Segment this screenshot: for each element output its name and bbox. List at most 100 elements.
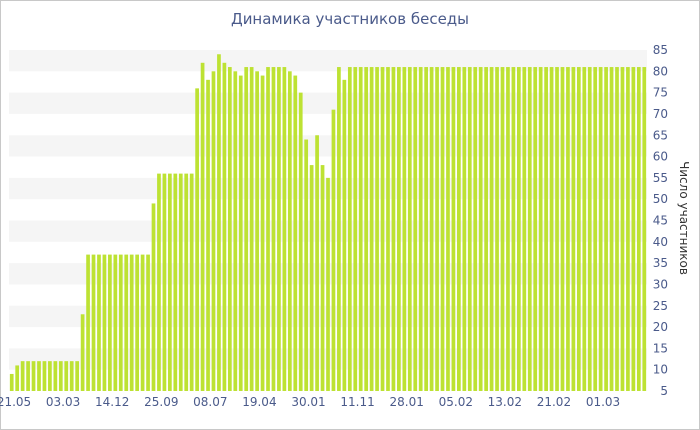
bar: [200, 62, 205, 391]
bar: [31, 361, 36, 391]
bar: [457, 67, 461, 392]
bar: [86, 254, 90, 391]
bar: [418, 67, 423, 392]
bar: [440, 67, 445, 392]
bar: [451, 67, 456, 392]
bar: [9, 373, 14, 391]
bar: [342, 79, 347, 391]
bar: [260, 75, 265, 391]
y-tick-label: 10: [653, 363, 668, 377]
bar: [331, 109, 336, 392]
x-tick-label: 21.02: [537, 395, 571, 409]
bar: [429, 67, 434, 392]
bar: [462, 67, 467, 392]
y-tick-label: 55: [653, 171, 668, 185]
y-tick-label: 40: [653, 235, 668, 249]
bar: [587, 67, 592, 392]
y-tick-label: 30: [653, 277, 668, 291]
bar: [20, 361, 25, 391]
bar: [135, 254, 139, 391]
bar: [37, 361, 41, 391]
bar: [287, 71, 292, 391]
x-tick-label: 21.05: [0, 395, 31, 409]
bar: [369, 67, 374, 392]
bar: [238, 75, 243, 391]
bar: [217, 54, 221, 391]
y-axis-label: Число участников: [677, 161, 691, 275]
bar: [598, 67, 603, 392]
bar: [560, 67, 565, 392]
bar: [446, 67, 450, 392]
bar: [626, 67, 630, 392]
bar: [500, 67, 505, 392]
bar: [97, 254, 101, 391]
bar: [538, 67, 543, 392]
bar: [266, 67, 270, 392]
bar: [391, 67, 396, 392]
bar: [15, 365, 20, 391]
bar: [407, 67, 412, 392]
bar: [146, 254, 150, 391]
bar: [527, 67, 532, 392]
bar: [326, 177, 330, 392]
bar: [522, 67, 527, 392]
x-tick-label: 30.01: [291, 395, 325, 409]
x-tick-label: 11.11: [340, 395, 374, 409]
y-tick-label: 15: [653, 341, 668, 355]
bar: [211, 71, 216, 391]
bar: [173, 173, 178, 391]
bar: [118, 254, 123, 391]
bar: [576, 67, 581, 392]
y-tick-label: 5: [660, 384, 668, 398]
bar: [271, 67, 276, 392]
bar: [64, 361, 69, 391]
y-tick-label: 70: [653, 107, 668, 121]
bar: [375, 67, 379, 392]
x-tick-label: 13.02: [488, 395, 522, 409]
bar: [544, 67, 548, 392]
bar: [189, 173, 194, 391]
bar: [631, 67, 636, 392]
bar: [620, 67, 625, 392]
y-tick-label: 25: [653, 299, 668, 313]
bar: [337, 67, 341, 392]
bar: [309, 165, 314, 391]
bar: [495, 67, 499, 392]
x-tick-label: 01.03: [586, 395, 620, 409]
bar: [58, 361, 63, 391]
bar: [315, 135, 319, 391]
bar: [108, 254, 112, 391]
x-axis-ticks: 21.05 03.03 14.12 25.09 08.07 19.04 30.01 11.11…: [0, 395, 620, 409]
x-tick-label: 14.12: [95, 395, 129, 409]
bar: [397, 67, 401, 392]
y-tick-label: 20: [653, 320, 668, 334]
bar: [80, 314, 85, 391]
bar: [48, 361, 52, 391]
bar: [282, 67, 287, 392]
bar: [151, 203, 156, 391]
bar: [506, 67, 510, 392]
y-tick-label: 75: [653, 86, 668, 100]
bar: [353, 67, 358, 392]
bar: [195, 88, 199, 392]
x-tick-label: 25.09: [144, 395, 178, 409]
bar: [386, 67, 390, 392]
bar: [69, 361, 74, 391]
bar: [593, 67, 598, 392]
bar: [484, 67, 488, 392]
grid-band: [9, 50, 647, 72]
x-tick-label: 19.04: [242, 395, 276, 409]
bar: [277, 67, 281, 392]
bar: [124, 254, 129, 391]
bar: [636, 67, 641, 392]
bar: [347, 67, 352, 392]
bar: [517, 67, 521, 392]
bar: [642, 67, 647, 392]
bar: [358, 67, 363, 392]
bar: [206, 79, 210, 391]
bar: [473, 67, 478, 392]
bar: [424, 67, 429, 392]
y-tick-label: 60: [653, 150, 668, 164]
bar: [511, 67, 516, 392]
